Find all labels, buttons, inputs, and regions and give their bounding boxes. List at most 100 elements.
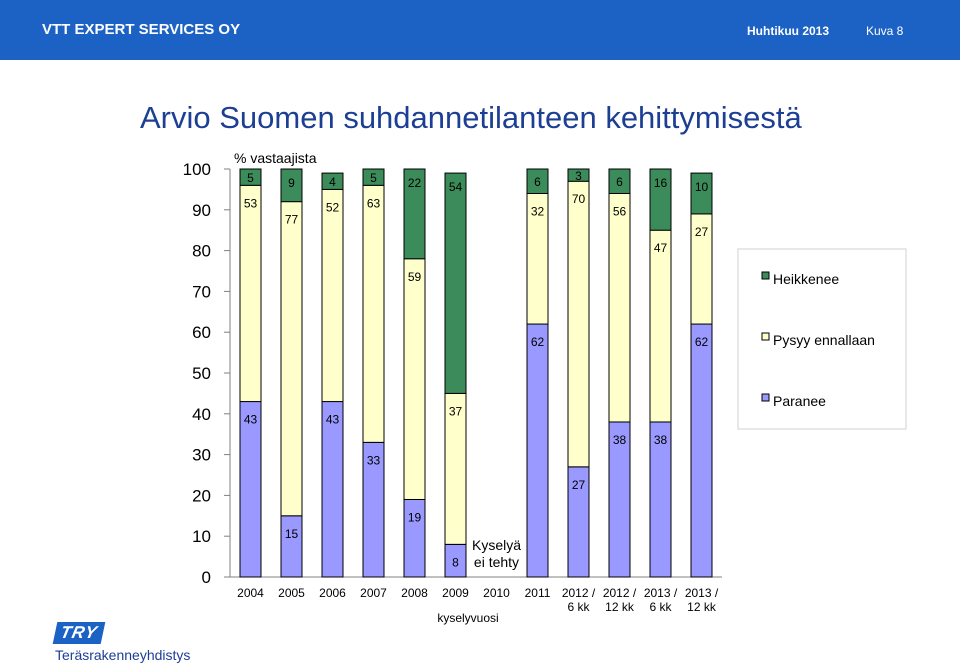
logo: TRY Teräsrakenneyhdistys [52,622,190,663]
y-tick-label: 80 [192,242,211,261]
data-label: 37 [449,404,463,418]
x-tick-label: 2012 / [562,586,596,600]
bar-segment [321,188,344,403]
data-label: 32 [531,204,545,218]
bar-segment [280,201,303,517]
x-tick-label: 2005 [278,586,305,600]
data-label: 43 [326,413,340,427]
x-tick-label: 2013 / [644,586,678,600]
bar-segment [649,168,672,231]
y-tick-label: 100 [183,160,211,179]
data-label: 16 [654,176,668,190]
y-tick-label: 10 [192,527,211,546]
x-tick-label: 2012 / [603,586,637,600]
legend-swatch [761,332,770,341]
data-label: 62 [695,335,709,349]
bar-segment [362,184,385,443]
bar-segment [403,258,426,500]
bar-segment [321,172,344,190]
data-label: 6 [534,175,541,189]
bar-segment [280,168,303,203]
bar-segment [280,515,303,578]
header-bar: VTT EXPERT SERVICES OY Huhtikuu 2013 Kuv… [0,0,960,60]
page-title: Arvio Suomen suhdannetilanteen kehittymi… [140,100,802,135]
data-label: 52 [326,200,340,214]
legend-swatch [761,393,770,402]
legend-label: Pysyy ennallaan [773,332,875,348]
data-label: 22 [408,176,422,190]
bar-segment [239,184,262,403]
x-tick-label: 6 kk [567,600,590,614]
bar-segment [526,323,549,578]
bar-segment [608,168,631,194]
bar-segment [526,168,549,194]
bar-segment [444,172,467,394]
y-axis-title: % vastaajista [234,150,317,166]
logo-text: Teräsrakenneyhdistys [55,647,191,663]
bar-segment [690,172,713,215]
bar-segment [362,168,385,186]
y-tick-label: 40 [192,405,211,424]
bar-segment [608,192,631,423]
data-label: 15 [285,527,299,541]
y-tick-label: 60 [192,323,211,342]
x-tick-label: 2007 [360,586,387,600]
data-label: 47 [654,241,668,255]
logo-mark: TRY [52,622,106,644]
bar-segment [567,168,590,182]
x-tick-label: 2009 [442,586,469,600]
org-name: VTT EXPERT SERVICES OY [42,21,241,38]
bar-segment [403,168,426,260]
data-label: 5 [370,171,377,185]
x-tick-label: 12 kk [605,600,635,614]
x-tick-label: 6 kk [649,600,672,614]
x-tick-label: 2006 [319,586,346,600]
legend-swatch [761,271,770,280]
figure-number: Kuva 8 [866,24,904,38]
y-tick-label: 30 [192,446,211,465]
bar-segment [690,323,713,578]
x-tick-label: 2013 / [685,586,719,600]
y-tick-label: 70 [192,282,211,301]
data-label: 5 [247,171,254,185]
x-axis-title: kyselyvuosi [437,611,498,625]
y-tick-label: 50 [192,364,211,383]
data-label: 3 [575,169,582,183]
data-label: 53 [244,196,258,210]
legend-label: Heikkenee [773,271,839,287]
annotation-line: Kyselyä [472,537,521,553]
x-tick-label: 2010 [483,586,510,600]
x-tick-label: 2011 [525,586,551,600]
bar-segment [321,401,344,578]
data-label: 27 [695,225,709,239]
report-date: Huhtikuu 2013 [747,24,830,38]
data-label: 38 [654,433,668,447]
data-label: 33 [367,453,381,467]
data-label: 43 [244,413,258,427]
bar-segment [649,229,672,423]
data-label: 77 [285,213,299,227]
bar-segment [567,180,590,468]
data-label: 19 [408,510,422,524]
data-label: 70 [572,192,586,206]
data-label: 59 [408,270,422,284]
data-label: 10 [695,180,709,194]
data-label: 56 [613,204,627,218]
data-label: 8 [452,555,459,569]
annotation-line: ei tehty [474,554,519,570]
data-label: 63 [367,196,381,210]
y-tick-label: 0 [202,568,211,587]
data-label: 62 [531,335,545,349]
bar-segment [239,168,262,186]
data-label: 27 [572,478,586,492]
bar-segment [239,401,262,578]
data-label: 54 [449,180,463,194]
y-tick-label: 90 [192,201,211,220]
x-tick-label: 2008 [401,586,428,600]
data-label: 4 [329,175,336,189]
data-label: 6 [616,175,623,189]
legend-label: Paranee [773,393,826,409]
data-label: 38 [613,433,627,447]
y-tick-label: 20 [192,486,211,505]
